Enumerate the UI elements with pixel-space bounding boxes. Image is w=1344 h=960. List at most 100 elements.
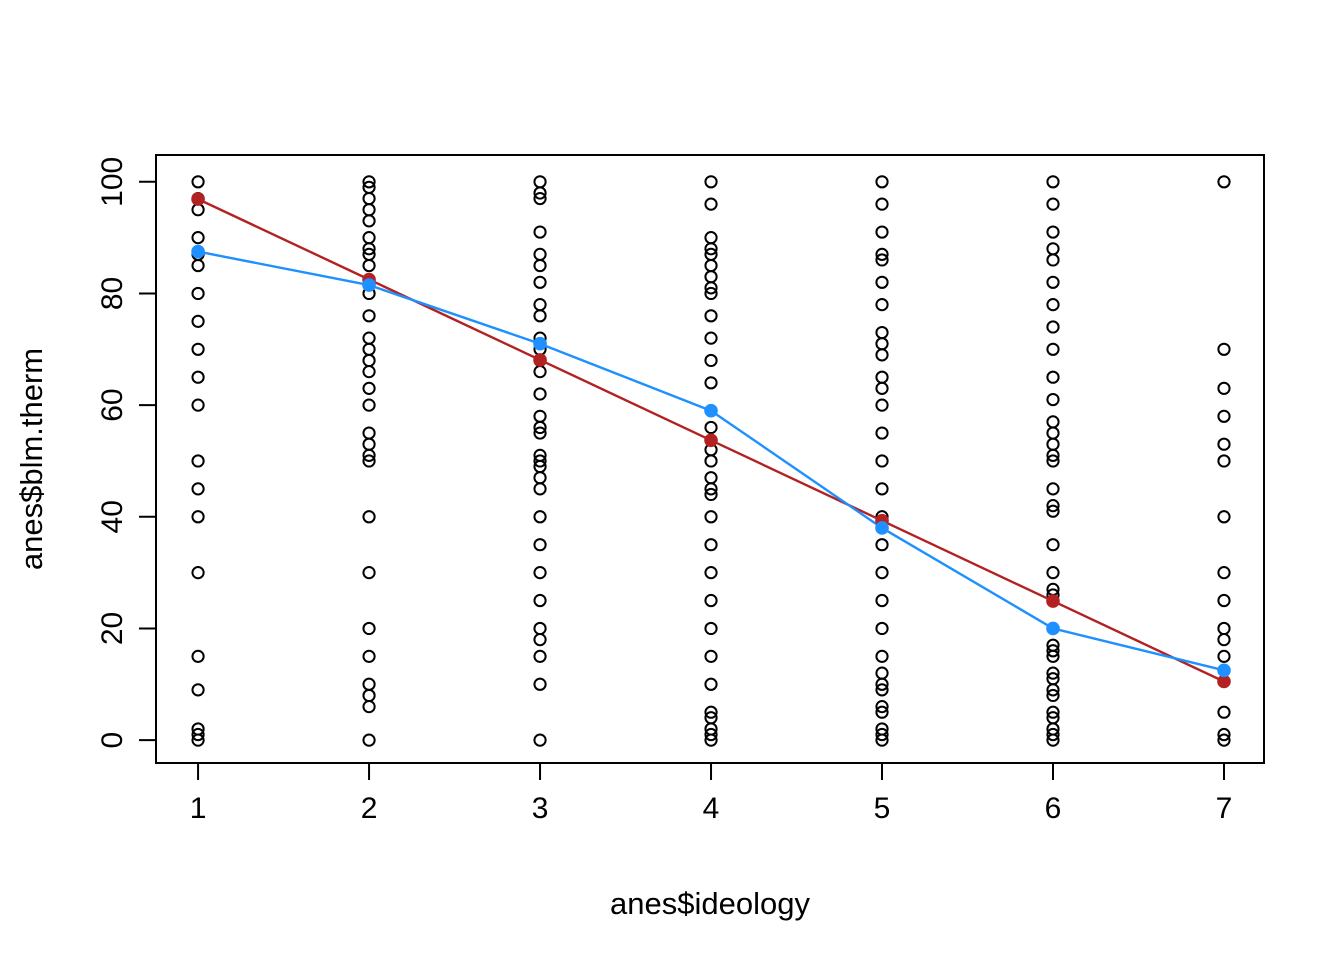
open-circle-point <box>362 621 376 636</box>
open-circle-point <box>704 286 718 301</box>
open-circle-point <box>1046 644 1060 658</box>
open-circle-point <box>875 482 889 496</box>
open-circle-point <box>1046 499 1060 513</box>
open-circle-point <box>704 733 718 747</box>
y-axis-tick-label: 20 <box>96 612 129 645</box>
x-axis-tick-label: 2 <box>361 792 378 825</box>
open-circle-point <box>1046 649 1060 663</box>
red-linear-fit-dot <box>1046 594 1060 608</box>
open-circle-point <box>533 510 547 524</box>
open-circle-point <box>1046 454 1060 468</box>
open-circle-point <box>1046 392 1060 407</box>
x-axis-tick-label: 6 <box>1045 792 1062 825</box>
red-linear-fit-dot <box>704 433 718 448</box>
open-circle-point <box>704 242 718 256</box>
open-circle-point <box>1046 448 1060 462</box>
open-circle-point <box>533 677 547 691</box>
open-circle-point <box>362 510 376 524</box>
open-circle-point <box>875 398 889 412</box>
open-circle-point <box>1217 437 1231 451</box>
open-circle-point <box>875 677 889 691</box>
blue-category-means-dot <box>362 278 376 292</box>
open-circle-point <box>362 381 376 395</box>
open-circle-point <box>1046 253 1060 267</box>
open-circle-point <box>1217 593 1231 608</box>
open-circle-point <box>1217 342 1231 356</box>
open-circle-point <box>875 649 889 663</box>
open-circle-point <box>704 175 718 189</box>
x-axis-title: anes$ideology <box>610 886 810 921</box>
open-circle-point <box>875 247 889 261</box>
open-circle-point <box>362 365 376 379</box>
open-circle-point <box>533 454 547 468</box>
open-circle-point <box>704 309 718 323</box>
open-circle-point <box>1217 633 1231 647</box>
open-circle-point <box>1217 510 1231 524</box>
open-circle-point <box>362 175 376 189</box>
open-circle-point <box>1217 649 1231 663</box>
open-circle-point <box>875 733 889 747</box>
y-axis-tick-label: 100 <box>96 157 129 207</box>
open-circle-point <box>191 454 205 468</box>
open-circle-point <box>875 727 889 742</box>
open-circle-point <box>191 231 205 245</box>
open-circle-point <box>875 175 889 189</box>
open-circle-point <box>1217 566 1231 580</box>
y-axis-tick-label: 0 <box>96 732 129 749</box>
open-circle-point <box>191 342 205 356</box>
open-circle-point <box>362 242 376 256</box>
open-circle-point <box>362 448 376 462</box>
open-circle-point <box>1046 733 1060 747</box>
open-circle-point <box>704 281 718 295</box>
open-circle-point <box>704 621 718 636</box>
open-circle-point <box>1217 454 1231 468</box>
red-linear-fit-dot <box>1217 674 1231 689</box>
open-circle-point <box>1046 342 1060 356</box>
open-circle-point <box>875 454 889 468</box>
x-axis-tick-label: 1 <box>190 792 207 825</box>
open-circle-point <box>191 683 205 697</box>
open-circle-point <box>362 398 376 412</box>
open-circle-point <box>362 566 376 580</box>
open-circle-point <box>1217 733 1231 747</box>
open-circle-point <box>191 727 205 742</box>
blue-category-means-dot <box>533 336 547 351</box>
blue-category-means-dot <box>1217 663 1231 678</box>
open-circle-point <box>875 426 889 440</box>
open-circle-point <box>875 700 889 714</box>
open-circle-point <box>704 353 718 368</box>
y-axis-tick-label: 60 <box>96 388 129 421</box>
x-axis-tick-label: 4 <box>703 792 720 825</box>
open-circle-point <box>1046 175 1060 189</box>
open-circle-point <box>704 454 718 468</box>
red-linear-fit-dot <box>533 353 547 367</box>
open-circle-point <box>1046 666 1060 680</box>
blue-category-means-dot <box>704 403 718 418</box>
open-circle-point <box>191 733 205 747</box>
open-circle-point <box>1046 225 1060 239</box>
open-circle-point <box>1217 705 1231 719</box>
plot-frame <box>155 154 1265 764</box>
open-circle-point <box>191 510 205 524</box>
open-circle-point <box>1046 298 1060 312</box>
y-axis-tick-label: 80 <box>96 277 129 310</box>
open-circle-point <box>704 376 718 390</box>
x-axis-tick-label: 5 <box>874 792 891 825</box>
open-circle-point <box>533 186 547 200</box>
open-circle-point <box>362 700 376 714</box>
open-circle-point <box>875 538 889 552</box>
open-circle-point <box>191 175 205 189</box>
open-circle-point <box>533 420 547 435</box>
y-axis-tick-label: 40 <box>96 500 129 533</box>
open-circle-point <box>191 398 205 412</box>
open-circle-point <box>362 649 376 663</box>
open-circle-point <box>533 387 547 401</box>
open-circle-point <box>1217 175 1231 189</box>
open-circle-point <box>704 197 718 211</box>
open-circle-point <box>362 454 376 468</box>
open-circle-point <box>704 538 718 552</box>
open-circle-point <box>191 566 205 580</box>
